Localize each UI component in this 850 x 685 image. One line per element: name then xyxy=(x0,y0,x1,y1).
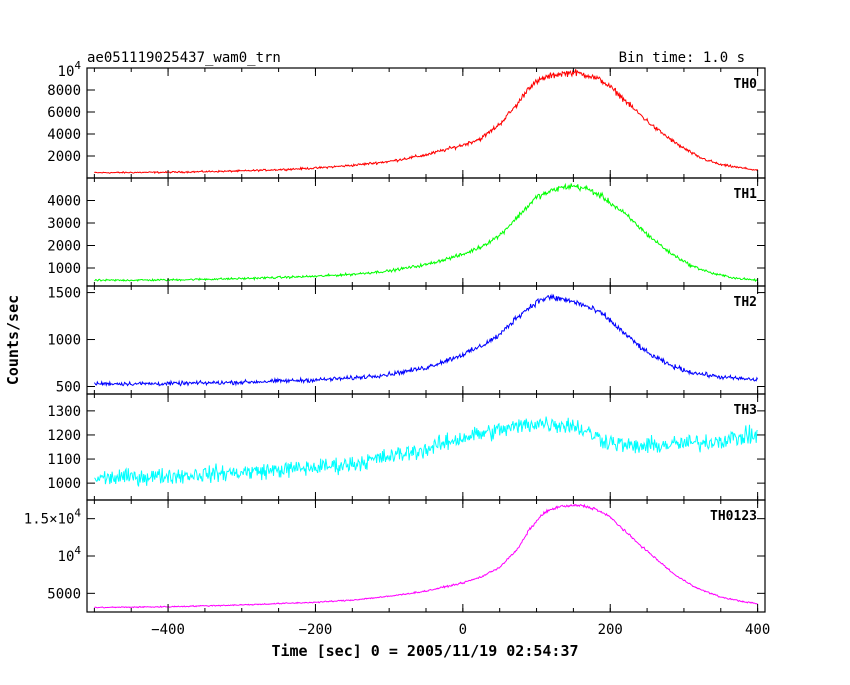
series-line-th1 xyxy=(94,182,758,283)
panel-frame-th0123 xyxy=(86,499,766,613)
x-tick-label: −200 xyxy=(299,622,333,638)
panel-label-th0123: TH0123 xyxy=(710,509,757,524)
y-tick-label: 500 xyxy=(56,379,81,395)
x-axis-title: Time [sec] 0 = 2005/11/19 02:54:37 xyxy=(271,642,578,660)
bin-time-label: Bin time: 1.0 s xyxy=(619,50,745,66)
observation-id: ae051119025437_wam0_trn xyxy=(87,50,281,66)
panel-frame-th1 xyxy=(86,177,766,287)
series-line-th2 xyxy=(93,293,759,387)
y-tick-label-base: 1.5×10 xyxy=(24,512,75,528)
series-line-th3 xyxy=(94,416,758,487)
y-tick-label: 1100 xyxy=(47,452,81,468)
y-tick-label: 1200 xyxy=(47,428,81,444)
y-tick-label-exponent: 4 xyxy=(74,544,81,557)
y-tick-label-base: 10 xyxy=(58,549,75,565)
y-top-label: 104 xyxy=(58,59,82,80)
y-tick-label: 1300 xyxy=(47,404,81,420)
y-tick-label: 2000 xyxy=(47,239,81,255)
y-tick-label: 8000 xyxy=(47,83,81,99)
y-tick-label: 5000 xyxy=(47,586,81,602)
x-tick-label: 0 xyxy=(459,622,467,638)
series-line-th0 xyxy=(94,69,759,175)
y-tick-label: 6000 xyxy=(47,105,81,121)
y-tick-label: 104 xyxy=(58,544,82,565)
panel-label-th3: TH3 xyxy=(734,403,757,418)
y-tick-label: 4000 xyxy=(47,194,81,210)
y-tick-label-exponent: 4 xyxy=(74,507,81,520)
y-top-label-base: 10 xyxy=(58,64,75,80)
panel-frame-th0 xyxy=(86,67,766,179)
y-tick-label: 1500 xyxy=(47,286,81,302)
y-axis-title: Counts/sec xyxy=(4,295,22,385)
x-tick-label: 400 xyxy=(745,622,770,638)
panel-label-th1: TH1 xyxy=(734,187,758,202)
panel-label-th2: TH2 xyxy=(734,295,757,310)
y-tick-label: 2000 xyxy=(47,149,81,165)
y-top-label-exponent: 4 xyxy=(74,59,81,72)
y-tick-label: 1000 xyxy=(47,333,81,349)
y-tick-label: 4000 xyxy=(47,127,81,143)
panel-frame-th2 xyxy=(86,285,766,395)
y-tick-label: 3000 xyxy=(47,216,81,232)
x-tick-label: 200 xyxy=(598,622,623,638)
y-tick-label: 1000 xyxy=(47,476,81,492)
x-tick-label: −400 xyxy=(151,622,185,638)
y-tick-label: 1000 xyxy=(47,261,81,277)
panel-label-th0: TH0 xyxy=(734,77,758,92)
y-tick-label: 1.5×104 xyxy=(24,507,82,528)
series-line-th0123 xyxy=(94,503,758,609)
